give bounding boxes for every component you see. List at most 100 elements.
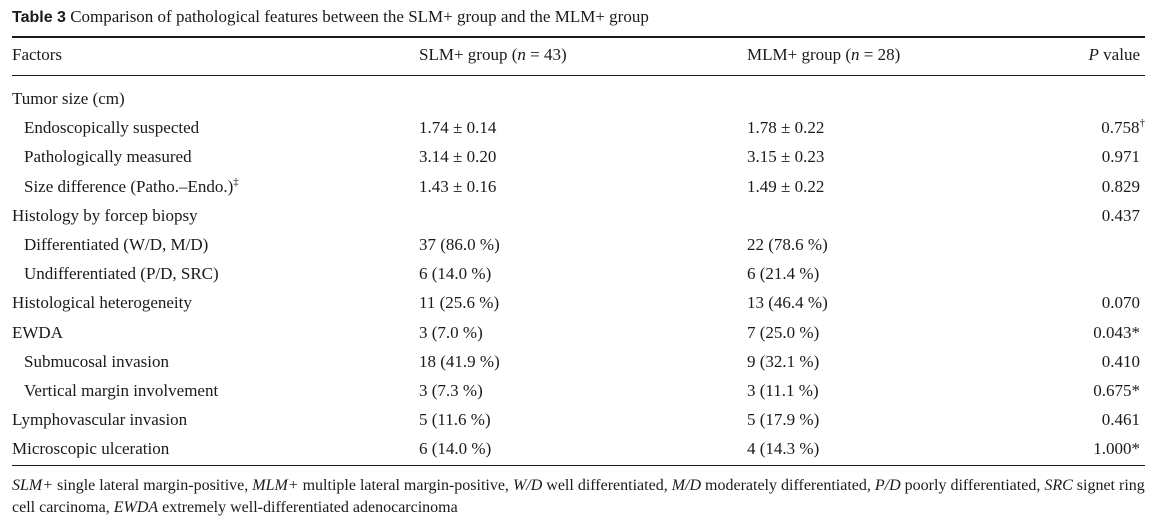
row-label: Vertical margin involvement bbox=[24, 380, 218, 402]
cell-slm: 3 (7.0 %) bbox=[419, 322, 483, 344]
header-p-letter: P bbox=[1088, 45, 1099, 64]
top-rule bbox=[12, 36, 1145, 38]
row-label: Differentiated (W/D, M/D) bbox=[24, 234, 208, 256]
footnote-abbreviation: SLM+ bbox=[12, 477, 54, 494]
footnote-abbreviation: M/D bbox=[671, 477, 702, 494]
header-factors: Factors bbox=[12, 45, 63, 64]
row-label-text: Vertical margin involvement bbox=[24, 381, 219, 400]
row-label-text: Microscopic ulceration bbox=[12, 439, 170, 458]
footnote-marker: † bbox=[1139, 117, 1146, 129]
cell-p-value-text: 0.829 bbox=[1101, 177, 1140, 196]
cell-p-value-text: 0.758 bbox=[1101, 118, 1140, 137]
header-p-suffix: value bbox=[1098, 45, 1140, 64]
cell-slm: 11 (25.6 %) bbox=[419, 292, 499, 314]
cell-p-value-text: 0.461 bbox=[1101, 410, 1140, 429]
table-label: Table 3 bbox=[12, 9, 66, 26]
cell-slm: 5 (11.6 %) bbox=[419, 409, 491, 431]
cell-mlm-text: 3.15 ± 0.23 bbox=[747, 147, 825, 166]
cell-mlm-text: 9 (32.1 %) bbox=[747, 352, 820, 371]
row-label-text: Undifferentiated (P/D, SRC) bbox=[24, 264, 219, 283]
row-label-text: Histology by forcep biopsy bbox=[12, 206, 198, 225]
footnote-definition: single lateral margin-positive, bbox=[53, 477, 253, 494]
cell-mlm-text: 6 (21.4 %) bbox=[747, 264, 820, 283]
cell-slm: 6 (14.0 %) bbox=[419, 438, 491, 460]
cell-slm-text: 3 (7.3 %) bbox=[419, 381, 483, 400]
cell-p-value-text: 0.410 bbox=[1101, 352, 1140, 371]
bottom-rule bbox=[12, 465, 1145, 466]
sample-size-symbol: n bbox=[517, 45, 526, 64]
cell-p-value: 0.758† bbox=[1101, 117, 1145, 139]
cell-mlm-text: 5 (17.9 %) bbox=[747, 410, 820, 429]
header-rule bbox=[12, 75, 1145, 76]
cell-mlm: 22 (78.6 %) bbox=[747, 234, 828, 256]
cell-slm-text: 1.43 ± 0.16 bbox=[419, 177, 497, 196]
footnote-abbreviation: MLM+ bbox=[252, 477, 299, 494]
footnote-definition: multiple lateral margin-positive, bbox=[298, 477, 513, 494]
cell-slm-text: 6 (14.0 %) bbox=[419, 264, 492, 283]
table-caption: Table 3 Comparison of pathological featu… bbox=[12, 6, 649, 29]
cell-mlm: 1.49 ± 0.22 bbox=[747, 176, 824, 198]
cell-slm: 6 (14.0 %) bbox=[419, 263, 491, 285]
table-footnote: SLM+ single lateral margin-positive, MLM… bbox=[12, 475, 1152, 519]
row-label-text: Differentiated (W/D, M/D) bbox=[24, 235, 209, 254]
cell-slm: 1.74 ± 0.14 bbox=[419, 117, 496, 139]
row-label: Submucosal invasion bbox=[24, 351, 169, 373]
footnote-definition: poorly differentiated, bbox=[900, 477, 1045, 494]
cell-p-value: 0.437 bbox=[1102, 205, 1140, 227]
cell-mlm: 5 (17.9 %) bbox=[747, 409, 819, 431]
header-slm-text: SLM+ group (n = 43) bbox=[419, 45, 567, 64]
footnote-abbreviation: P/D bbox=[874, 477, 901, 494]
cell-p-value-text: 0.971 bbox=[1101, 147, 1140, 166]
cell-mlm-text: 4 (14.3 %) bbox=[747, 439, 820, 458]
row-label-text: Lymphovascular invasion bbox=[12, 410, 188, 429]
footnote-marker: ‡ bbox=[233, 176, 239, 188]
row-label: Microscopic ulceration bbox=[12, 438, 169, 460]
row-label: Histological heterogeneity bbox=[12, 292, 192, 314]
row-label: Size difference (Patho.–Endo.)‡ bbox=[24, 176, 239, 198]
footnote-abbreviation: W/D bbox=[512, 477, 543, 494]
cell-slm-text: 5 (11.6 %) bbox=[419, 410, 491, 429]
row-label-text: Endoscopically suspected bbox=[24, 118, 200, 137]
cell-p-value-text: 0.675* bbox=[1093, 381, 1140, 400]
cell-slm-text: 3.14 ± 0.20 bbox=[419, 147, 497, 166]
row-label-text: Histological heterogeneity bbox=[12, 293, 192, 312]
header-p-value: P value bbox=[1089, 44, 1140, 66]
footnote-abbreviation: SRC bbox=[1044, 477, 1073, 494]
row-label: Lymphovascular invasion bbox=[12, 409, 187, 431]
row-label-text: Tumor size (cm) bbox=[12, 89, 125, 108]
header-slm-group: SLM+ group (n = 43) bbox=[419, 44, 567, 66]
cell-p-value-text: 1.000* bbox=[1093, 439, 1140, 458]
cell-mlm-text: 3 (11.1 %) bbox=[747, 381, 819, 400]
cell-mlm: 1.78 ± 0.22 bbox=[747, 117, 824, 139]
table-title: Comparison of pathological features betw… bbox=[70, 7, 649, 26]
cell-mlm: 9 (32.1 %) bbox=[747, 351, 819, 373]
footnote-definition: moderately differentiated, bbox=[701, 477, 875, 494]
cell-slm-text: 1.74 ± 0.14 bbox=[419, 118, 497, 137]
cell-p-value: 0.971 bbox=[1102, 146, 1140, 168]
row-label-text: Pathologically measured bbox=[24, 147, 192, 166]
cell-mlm: 3 (11.1 %) bbox=[747, 380, 819, 402]
row-label: Pathologically measured bbox=[24, 146, 192, 168]
cell-slm-text: 6 (14.0 %) bbox=[419, 439, 492, 458]
row-label: EWDA bbox=[12, 322, 63, 344]
sample-size-symbol: n bbox=[851, 45, 860, 64]
footnote-definition: extremely well-differentiated adenocarci… bbox=[158, 499, 458, 516]
cell-mlm: 7 (25.0 %) bbox=[747, 322, 819, 344]
cell-mlm: 3.15 ± 0.23 bbox=[747, 146, 824, 168]
cell-slm: 18 (41.9 %) bbox=[419, 351, 500, 373]
cell-mlm-text: 1.78 ± 0.22 bbox=[747, 118, 825, 137]
footnote-definition: signet ring cell carcinoma, bbox=[12, 477, 1145, 516]
row-label-text: Size difference (Patho.–Endo.) bbox=[24, 177, 234, 196]
row-label: Histology by forcep biopsy bbox=[12, 205, 198, 227]
header-mlm-group: MLM+ group (n = 28) bbox=[747, 44, 900, 66]
cell-p-value-text: 0.437 bbox=[1101, 206, 1140, 225]
cell-slm: 3.14 ± 0.20 bbox=[419, 146, 496, 168]
cell-mlm: 6 (21.4 %) bbox=[747, 263, 819, 285]
cell-slm-text: 18 (41.9 %) bbox=[419, 352, 500, 371]
cell-p-value: 0.675* bbox=[1093, 380, 1140, 402]
cell-mlm-text: 13 (46.4 %) bbox=[747, 293, 828, 312]
cell-p-value-text: 0.043* bbox=[1093, 323, 1140, 342]
header-mlm-text: MLM+ group (n = 28) bbox=[747, 45, 901, 64]
cell-p-value: 0.829 bbox=[1102, 176, 1140, 198]
cell-p-value: 0.070 bbox=[1102, 292, 1140, 314]
